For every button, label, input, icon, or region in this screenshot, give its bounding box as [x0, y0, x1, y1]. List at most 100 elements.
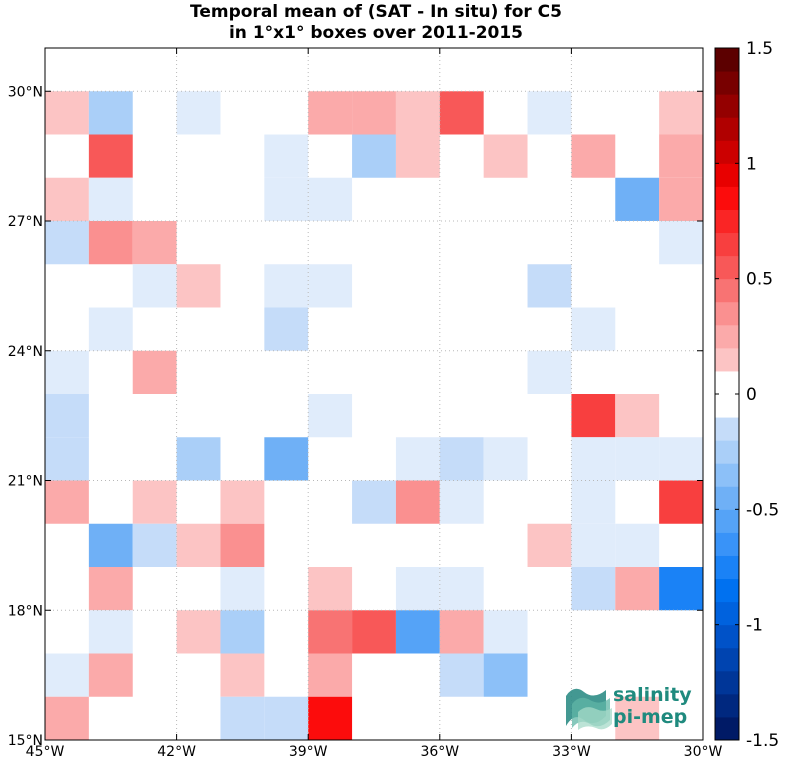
heatmap-cell — [220, 610, 265, 654]
heatmap-cell — [220, 523, 265, 567]
heatmap-cell — [308, 177, 353, 221]
grid-lines — [45, 48, 703, 740]
heatmap-cell — [659, 134, 703, 178]
heatmap-cell — [527, 264, 572, 308]
colorbar-segment — [715, 693, 739, 718]
colorbar-segment — [715, 140, 739, 164]
heatmap-cell — [264, 177, 309, 221]
wave-logo-icon — [566, 688, 612, 730]
heatmap-cell — [264, 264, 309, 308]
y-axis: 15°N 18°N 21°N 24°N 27°N 30°N — [8, 84, 703, 749]
heatmap-cell — [527, 91, 572, 135]
colorbar-segment — [715, 394, 739, 418]
colorbar-segment — [715, 670, 739, 695]
heatmap-cell — [264, 696, 309, 740]
y-tick-label: 24°N — [8, 344, 43, 360]
heatmap-cell — [571, 307, 616, 351]
heatmap-cell — [615, 696, 660, 740]
colorbar-segment — [715, 486, 739, 510]
heatmap-cell — [659, 567, 703, 611]
heatmap-cell — [45, 437, 89, 481]
y-tick-label: 30°N — [8, 84, 43, 100]
x-axis: 45°W 42°W 39°W 36°W 33°W 30°W — [26, 48, 722, 760]
salinity-pi-mep-logo: salinity pi-mep — [566, 684, 692, 730]
colorbar-segment — [715, 370, 739, 395]
heatmap-cell — [571, 523, 616, 567]
chart-subtitle: in 1°x1° boxes over 2011-2015 — [229, 23, 523, 43]
heatmap-cell — [132, 350, 177, 394]
heatmap-cell — [88, 91, 133, 135]
heatmap-cell — [45, 350, 89, 394]
heatmap-cell — [483, 134, 528, 178]
heatmap-cell — [308, 394, 353, 438]
x-tick-label: 36°W — [420, 744, 459, 760]
heatmap-cell — [352, 480, 396, 524]
colorbar-segment — [715, 301, 739, 326]
heatmap-cell — [439, 653, 484, 697]
heatmap-cell — [264, 307, 309, 351]
heatmap-cell — [132, 523, 177, 567]
heatmap-cell — [264, 437, 309, 481]
colorbar-segment — [715, 417, 739, 441]
x-tick-label: 45°W — [26, 744, 65, 760]
heatmap-cell — [308, 264, 353, 308]
colorbar-segment — [715, 624, 739, 649]
y-tick-label: 18°N — [8, 603, 43, 619]
heatmap-cell — [439, 91, 484, 135]
heatmap-cell — [176, 91, 221, 135]
colorbar-segment — [715, 716, 739, 741]
heatmap-cell — [527, 523, 572, 567]
colorbar — [714, 47, 740, 741]
heatmap-cell — [571, 567, 616, 611]
heatmap-cell — [659, 437, 703, 481]
heatmap-cell — [176, 264, 221, 308]
colorbar-segment — [715, 278, 739, 303]
heatmap-cell — [132, 480, 177, 524]
heatmap-cell — [395, 91, 440, 135]
x-tick-label: 42°W — [157, 744, 196, 760]
colorbar-segment — [715, 71, 739, 95]
heatmap-cell — [571, 394, 616, 438]
heatmap-cell — [395, 480, 440, 524]
colorbar-segment — [715, 601, 739, 626]
heatmap-cell — [88, 177, 133, 221]
heatmap-cell — [88, 567, 133, 611]
colorbar-segment — [715, 578, 739, 603]
x-tick-label: 39°W — [289, 744, 328, 760]
heatmap-cell — [659, 221, 703, 265]
colorbar-segment — [715, 440, 739, 464]
heatmap-cell — [527, 350, 572, 394]
colorbar-tick-label: 1.5 — [746, 39, 773, 59]
colorbar-tick-label: 0.5 — [746, 270, 773, 290]
heatmap-cell — [483, 437, 528, 481]
colorbar-segment — [715, 647, 739, 672]
heatmap-cell — [571, 134, 616, 178]
heatmap-cell — [571, 480, 616, 524]
heatmap-cell — [659, 480, 703, 524]
heatmap-cell — [615, 177, 660, 221]
colorbar-tick-label: -0.5 — [746, 500, 779, 520]
heatmap-cell — [45, 653, 89, 697]
heatmap-cell — [45, 91, 89, 135]
heatmap-cell — [395, 610, 440, 654]
heatmap-cell — [308, 610, 353, 654]
heatmap-cell — [352, 610, 396, 654]
heatmap-cell — [615, 437, 660, 481]
colorbar-segment — [715, 324, 739, 349]
heatmap-cell — [176, 610, 221, 654]
heatmap-cell — [45, 177, 89, 221]
heatmap-cell — [220, 480, 265, 524]
colorbar-segment — [715, 186, 739, 210]
y-tick-label: 27°N — [8, 214, 43, 230]
x-tick-label: 33°W — [552, 744, 591, 760]
heatmap-cell — [615, 523, 660, 567]
heatmap-cell — [45, 480, 89, 524]
heatmap-cell — [45, 696, 89, 740]
heatmap-cell — [308, 696, 353, 740]
colorbar-segment — [715, 255, 739, 280]
plot-frame — [44, 47, 704, 741]
heatmap-cell — [88, 610, 133, 654]
heatmap-cell — [264, 134, 309, 178]
heatmap-cell — [176, 437, 221, 481]
heatmap-cells — [45, 91, 703, 740]
